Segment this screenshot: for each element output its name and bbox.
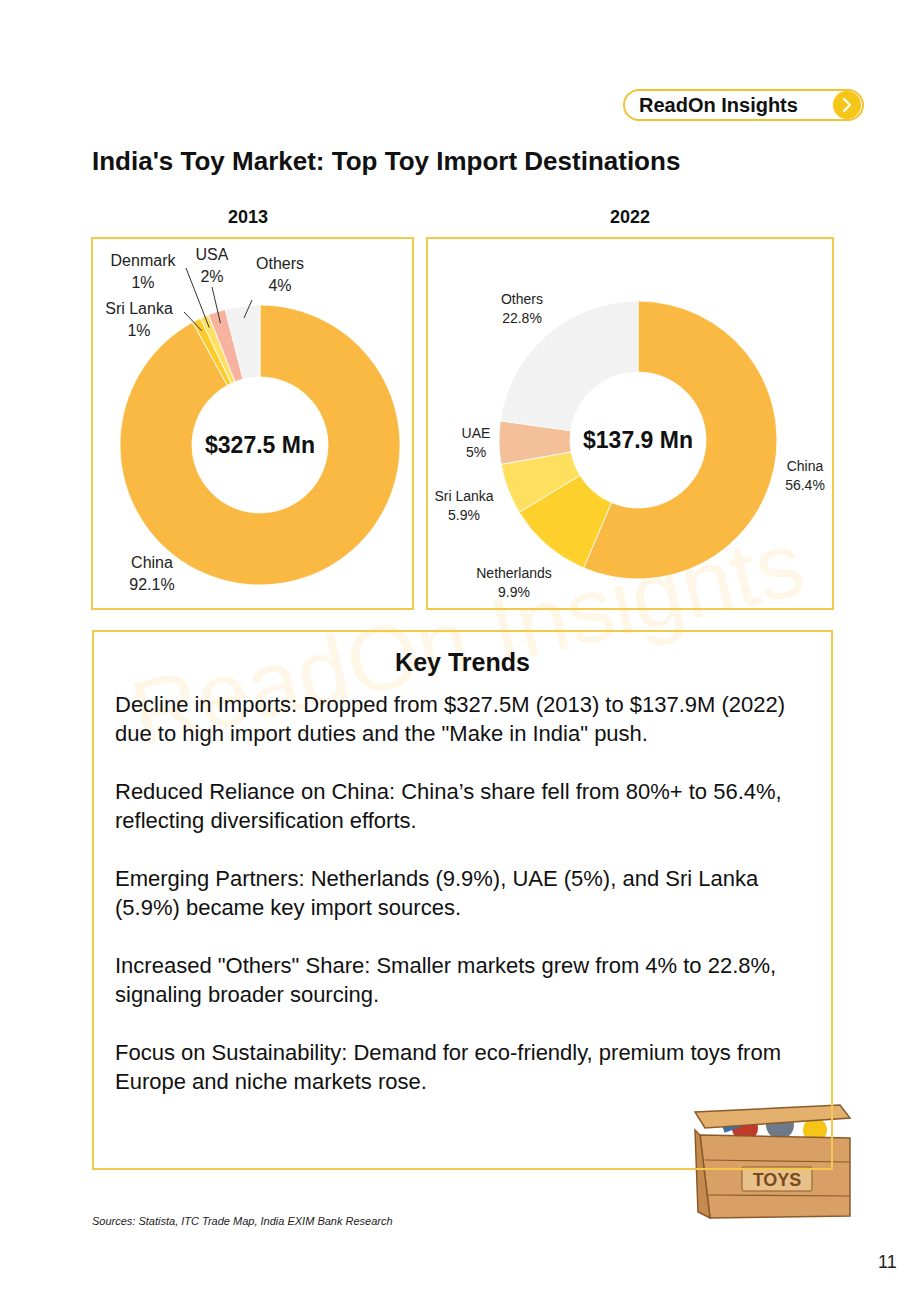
- box-plate: [742, 1167, 812, 1191]
- leader-line: [244, 300, 252, 318]
- leader-line: [212, 287, 220, 323]
- badge-arrow-chevron: [844, 99, 850, 111]
- slice: [225, 305, 260, 379]
- badge-arrow-circle: [833, 91, 861, 119]
- slice: [120, 305, 400, 585]
- slice-labels: China 56.4% Netherlands 9.9% Sri Lanka 5.9% UA…: [434, 291, 824, 600]
- slice-value: 56.4%: [785, 477, 825, 493]
- badge-text: ReadOn Insights: [639, 94, 798, 117]
- trends-box: Key Trends Decline in Imports: Dropped f…: [92, 630, 833, 1170]
- sources: Sources: Statista, ITC Trade Map, India …: [92, 1215, 393, 1227]
- slice-category: China: [787, 458, 824, 474]
- slice-value: 5.9%: [448, 507, 480, 523]
- box-side: [695, 1130, 710, 1218]
- slice-value: 92.1%: [129, 576, 174, 593]
- slice-label: Netherlands 9.9%: [476, 565, 552, 600]
- box-front: [700, 1135, 850, 1218]
- slice-category: Others: [256, 255, 304, 272]
- trend-item: Decline in Imports: Dropped from $327.5M…: [115, 690, 815, 748]
- slice-label: Sri Lanka 5.9%: [434, 488, 493, 523]
- box-plank: [708, 1195, 850, 1196]
- slice-category: China: [131, 554, 173, 571]
- slice-value: 1%: [127, 322, 150, 339]
- slice-label: Others 4%: [256, 255, 304, 294]
- slice-category: Sri Lanka: [434, 488, 493, 504]
- center-label: $327.5 Mn: [205, 432, 315, 458]
- slice-category: UAE: [462, 425, 491, 441]
- chart-0: 2013$327.5 MnChina92.1%Sri Lanka1%Denmar…: [92, 207, 413, 609]
- slice-category: Others: [501, 291, 543, 307]
- trends-title: Key Trends: [94, 648, 831, 677]
- slice-value: 9.9%: [498, 584, 530, 600]
- leader-line: [184, 312, 202, 331]
- slice-value: 2%: [200, 268, 223, 285]
- toy-box: TOYS: [695, 1105, 850, 1218]
- box-label: TOYS: [753, 1170, 802, 1190]
- slice-label: China 92.1%: [129, 554, 174, 593]
- slice-category: USA: [196, 246, 229, 263]
- box-plank: [705, 1160, 850, 1162]
- box-lid: [695, 1105, 850, 1128]
- page-number: 11: [878, 1252, 897, 1273]
- chart-title: 2022: [610, 207, 650, 227]
- badge: ReadOn Insights: [623, 89, 864, 121]
- trends-list: Decline in Imports: Dropped from $327.5M…: [115, 690, 815, 1125]
- page: ReadOn Insights 2013 $327.5 Mn China 92.1% Sr…: [0, 0, 920, 1302]
- chart-panel: [92, 238, 413, 609]
- slice-label: China 56.4%: [785, 458, 825, 493]
- trend-item: Reduced Reliance on China: China’s share…: [115, 777, 815, 835]
- trend-item: Increased "Others" Share: Smaller market…: [115, 951, 815, 1009]
- chart-1: 2022 $137.9 Mn China 56.4% Netherlands 9.9% Sr…: [427, 207, 833, 609]
- chart-panel: [427, 238, 833, 609]
- badge-arrow: [833, 91, 861, 119]
- slices: [499, 301, 777, 579]
- slice-value: 5%: [466, 444, 486, 460]
- slice-label: Denmark 1%: [111, 252, 177, 291]
- center-label: $137.9 Mn: [583, 427, 693, 453]
- slice-value: 4%: [268, 277, 291, 294]
- slice-label: Sri Lanka 1%: [105, 300, 173, 339]
- slice-category: Sri Lanka: [105, 300, 173, 317]
- slice-category: Denmark: [111, 252, 177, 269]
- slice: [500, 301, 638, 431]
- trend-item: Focus on Sustainability: Demand for eco-…: [115, 1038, 815, 1096]
- slices: [120, 305, 400, 585]
- slice-label: USA 2%: [196, 246, 229, 285]
- slice-category: Netherlands: [476, 565, 552, 581]
- main-title: India's Toy Market: Top Toy Import Desti…: [92, 146, 680, 177]
- slice-value: 22.8%: [502, 310, 542, 326]
- chart-title: 2013: [228, 207, 268, 227]
- slice-label: UAE 5%: [462, 425, 491, 460]
- trend-item: Emerging Partners: Netherlands (9.9%), U…: [115, 864, 815, 922]
- slice-labels: China 92.1% Sri Lanka 1% Denmark 1% USA 2% Other…: [105, 246, 304, 593]
- slice-value: 1%: [131, 274, 154, 291]
- slice-label: Others 22.8%: [501, 291, 543, 326]
